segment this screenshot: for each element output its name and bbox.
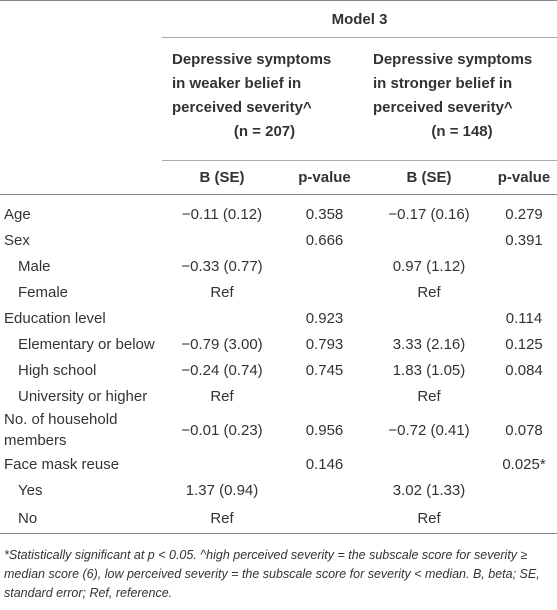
cell: −0.11 (0.12) (181, 205, 263, 223)
row-label: Education level (4, 309, 106, 327)
cell (162, 227, 282, 253)
blank (0, 38, 162, 161)
table-body: Age −0.11 (0.12) 0.358 −0.17 (0.16) 0.279 Sex… (0, 195, 557, 534)
table-row: Face mask reuse 0.146 0.025* (0, 451, 557, 477)
cell: 0.279 (505, 205, 543, 223)
cell (367, 451, 491, 477)
cell: 0.666 (305, 231, 344, 249)
cell: 0.793 (305, 335, 344, 353)
cell (491, 383, 557, 409)
cell: 0.084 (505, 361, 543, 379)
row-label: Female (18, 283, 69, 301)
table-row: Yes 1.37 (0.94) 3.02 (1.33) (0, 477, 557, 503)
group-title-line: Depressive symptoms (172, 51, 332, 68)
blank (0, 160, 162, 195)
cell (367, 305, 491, 331)
cell: Ref (210, 387, 234, 405)
row-label: No. of household members (4, 411, 118, 449)
row-label: Face mask reuse (4, 455, 120, 473)
results-table: Model 3 Depressive symptoms in weaker bel… (0, 0, 557, 534)
cell: −0.79 (3.00) (181, 335, 263, 353)
cell: 0.146 (305, 455, 344, 473)
model-title: Model 3 (162, 0, 557, 38)
group-title-line: Depressive symptoms (373, 51, 533, 68)
group-header: Depressive symptoms in weaker belief in pe… (162, 37, 367, 161)
cell (282, 279, 367, 305)
table-row: Elementary or below −0.79 (3.00) 0.793 3.33… (0, 331, 557, 357)
cell: 3.02 (1.33) (392, 481, 466, 499)
row-label: High school (18, 361, 97, 379)
group-n: (n = 148) (431, 123, 493, 140)
row-label: Elementary or below (18, 335, 155, 353)
footnote: *Statistically significant at p < 0.05. … (4, 548, 540, 600)
table-row: Male −0.33 (0.77) 0.97 (1.12) (0, 253, 557, 279)
cell: 0.114 (505, 309, 543, 327)
cell (367, 227, 491, 253)
column-header: p-value (282, 160, 367, 195)
cell: 0.125 (505, 335, 543, 353)
table-row: High school −0.24 (0.74) 0.745 1.83 (1.05) 0… (0, 357, 557, 383)
cell: Ref (417, 283, 441, 301)
row-label: Age (4, 205, 31, 223)
cell (282, 253, 367, 279)
cell: −0.24 (0.74) (181, 361, 263, 379)
table-row: Sex 0.666 0.391 (0, 227, 557, 253)
cell: −0.33 (0.77) (181, 257, 263, 275)
cell (162, 451, 282, 477)
row-label: Male (18, 257, 51, 275)
group-title-line: perceived severity^ (172, 99, 312, 116)
group-title: Depressive symptoms in stronger belief in… (371, 48, 553, 120)
cell: 0.025* (502, 455, 546, 473)
table-row: Education level 0.923 0.114 (0, 305, 557, 331)
group-title-line: in weaker belief in (172, 75, 302, 92)
group-title: Depressive symptoms in weaker belief in pe… (166, 48, 363, 120)
cell: Ref (367, 503, 491, 534)
column-header: B (SE) (162, 160, 282, 195)
cell (282, 503, 367, 534)
cell: Ref (210, 283, 234, 301)
cell: 0.956 (305, 421, 344, 439)
row-label: Yes (18, 481, 43, 499)
cell: 3.33 (2.16) (392, 335, 466, 353)
cell: 1.37 (0.94) (185, 481, 259, 499)
cell (491, 503, 557, 534)
table-row: Age −0.11 (0.12) 0.358 −0.17 (0.16) 0.279 (0, 195, 557, 228)
cell: 0.745 (305, 361, 344, 379)
table-row: University or higher Ref Ref (0, 383, 557, 409)
cell (282, 477, 367, 503)
table-row: Female Ref Ref (0, 279, 557, 305)
cell: Ref (417, 387, 441, 405)
row-label: Sex (4, 231, 30, 249)
cell (491, 279, 557, 305)
cell: 0.97 (1.12) (392, 257, 466, 275)
cell: 0.391 (505, 231, 543, 249)
table-row: No Ref Ref (0, 503, 557, 534)
row-label: University or higher (18, 387, 148, 405)
group-header: Depressive symptoms in stronger belief in… (367, 37, 557, 161)
cell: −0.17 (0.16) (388, 205, 470, 223)
cell (162, 305, 282, 331)
column-header-row: B (SE) p-value B (SE) p-value (0, 160, 557, 195)
cell: Ref (162, 503, 282, 534)
table-row: No. of household members −0.01 (0.23) 0.95… (0, 409, 557, 451)
group-title-line: perceived severity^ (373, 99, 513, 116)
group-n: (n = 207) (233, 123, 296, 140)
cell: 0.078 (505, 421, 543, 439)
cell (282, 383, 367, 409)
cell (491, 477, 557, 503)
row-label: No (0, 503, 162, 534)
cell (491, 253, 557, 279)
cell: −0.72 (0.41) (388, 421, 470, 439)
column-header: B (SE) (367, 160, 491, 195)
cell: −0.01 (0.23) (181, 421, 263, 439)
model-row: Model 3 (0, 0, 557, 38)
cell: 0.358 (305, 205, 344, 223)
column-header: p-value (491, 160, 557, 195)
group-title-line: in stronger belief in (373, 75, 513, 92)
cell: 1.83 (1.05) (392, 361, 466, 379)
blank (0, 1, 162, 38)
cell: 0.923 (305, 309, 344, 327)
group-row: Depressive symptoms in weaker belief in pe… (0, 37, 557, 161)
